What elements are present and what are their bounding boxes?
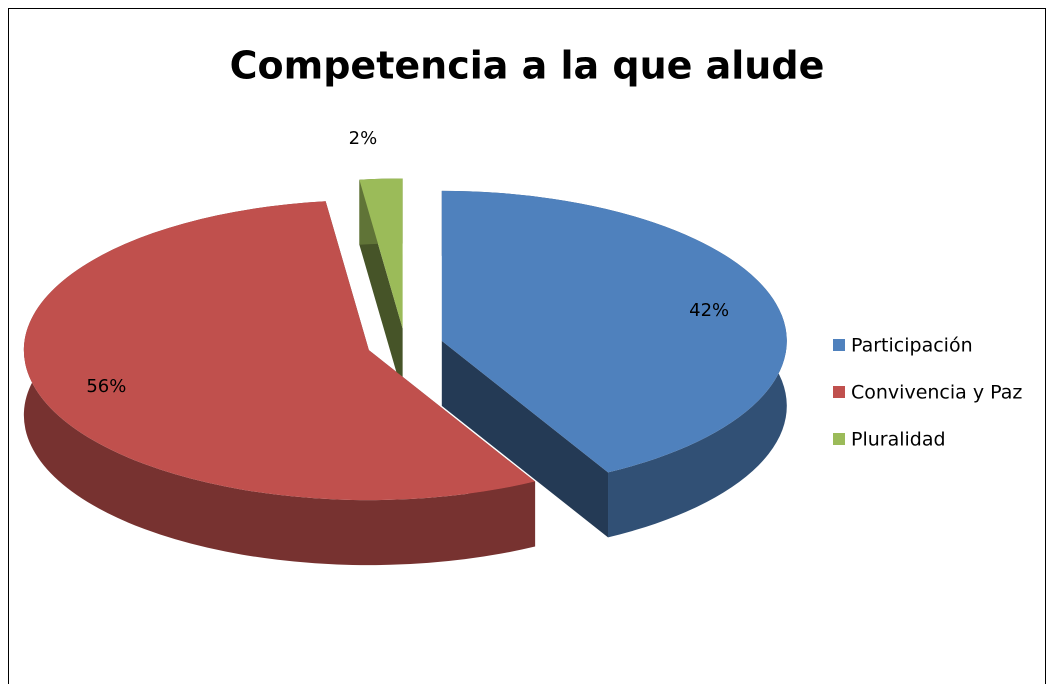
chart-title: Competencia a la que alude [230, 44, 825, 88]
slice-wall [441, 340, 609, 538]
legend-swatch [833, 386, 845, 398]
legend: Participación Convivencia y Paz Pluralidad [833, 335, 1022, 451]
slice-tops [23, 178, 787, 501]
slice [359, 178, 403, 329]
legend-label: Participación [851, 335, 973, 357]
legend-swatch [833, 433, 845, 445]
legend-label: Convivencia y Paz [851, 382, 1022, 404]
data-label: 56% [86, 376, 126, 397]
legend-label: Pluralidad [851, 429, 946, 451]
slice [441, 190, 787, 473]
data-label: 2% [349, 128, 378, 149]
slice [23, 201, 536, 501]
data-labels: 42% 56% 2% [86, 128, 729, 397]
data-label: 42% [689, 300, 729, 321]
legend-swatch [833, 339, 845, 351]
